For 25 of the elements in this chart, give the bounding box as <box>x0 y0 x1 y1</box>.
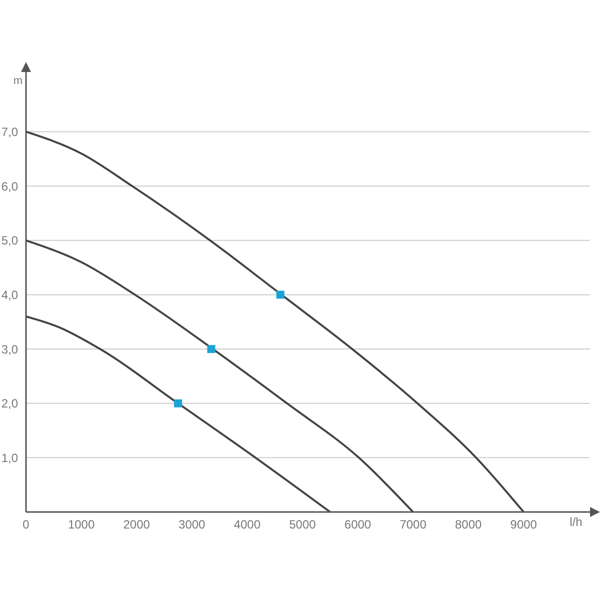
x-tick-label: 9000 <box>510 518 538 532</box>
y-tick-label: 4,0 <box>1 288 18 302</box>
y-tick-label: 1,0 <box>1 450 18 465</box>
point <box>207 345 216 354</box>
x-tick-label: 7000 <box>400 518 427 532</box>
y-tick-label: 6,0 <box>1 179 18 194</box>
x-tick-label: 8000 <box>455 518 482 532</box>
line-series <box>26 239 414 512</box>
x-axis-title: l/h <box>570 515 582 529</box>
y-tick-label: 2,0 <box>1 396 18 411</box>
y-tick-label: 7,0 <box>1 125 18 140</box>
x-tick-label: 3000 <box>178 518 206 532</box>
point <box>276 290 284 299</box>
x-tick-label: 6000 <box>344 518 372 532</box>
y-tick-label: 5,0 <box>1 234 18 248</box>
x-tick-label: 1000 <box>68 518 95 532</box>
x-tick-label: 5000 <box>289 518 316 532</box>
line-series <box>26 315 332 512</box>
x-tick-label: 2000 <box>123 518 150 532</box>
x-tick-label: 0 <box>22 518 30 532</box>
y-axis-title: m <box>13 75 23 87</box>
point <box>174 399 182 408</box>
x-tick-label: 4000 <box>234 518 261 532</box>
y-tick-label: 3,0 <box>1 342 18 356</box>
line-series <box>26 130 525 512</box>
